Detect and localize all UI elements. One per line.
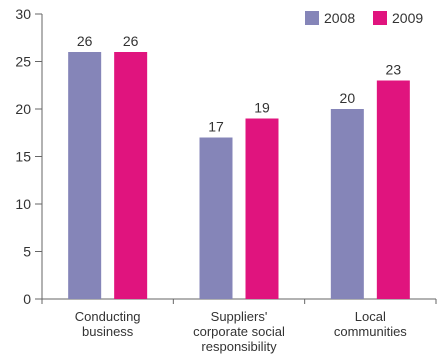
data-label: 20 [340, 90, 356, 106]
bar-2008 [199, 137, 233, 299]
y-axis: 0 5 10 15 20 25 30 [15, 6, 43, 307]
legend-swatch-2008 [305, 11, 319, 25]
data-label: 17 [208, 119, 224, 135]
category-label: Suppliers' corporate social responsibility [193, 309, 285, 354]
data-label: 19 [254, 100, 270, 116]
category-labels: Conducting business Suppliers' corporate so… [75, 309, 408, 354]
bar-2008 [330, 109, 364, 299]
y-tick-label: 25 [15, 54, 31, 70]
legend-label: 2009 [392, 10, 423, 26]
bar-2008 [68, 52, 102, 299]
data-labels: 26 26 17 19 20 23 [77, 33, 401, 135]
category-label: Local communities [334, 309, 407, 339]
legend: 2008 2009 [305, 10, 423, 26]
legend-swatch-2009 [373, 11, 387, 25]
y-tick-label: 5 [23, 244, 31, 260]
legend-label: 2008 [324, 10, 355, 26]
y-tick-label: 30 [15, 6, 31, 22]
y-tick-label: 15 [15, 149, 31, 165]
x-axis [41, 298, 437, 304]
y-tick-label: 20 [15, 101, 31, 117]
bar-2009 [114, 52, 148, 299]
data-label: 26 [77, 33, 93, 49]
bar-2009 [376, 80, 410, 299]
bars [68, 52, 410, 299]
category-label: Conducting business [75, 309, 141, 339]
bar-2009 [245, 118, 279, 299]
y-tick-label: 10 [15, 196, 31, 212]
data-label: 23 [386, 62, 402, 78]
data-label: 26 [123, 33, 139, 49]
y-tick-label: 0 [23, 291, 31, 307]
